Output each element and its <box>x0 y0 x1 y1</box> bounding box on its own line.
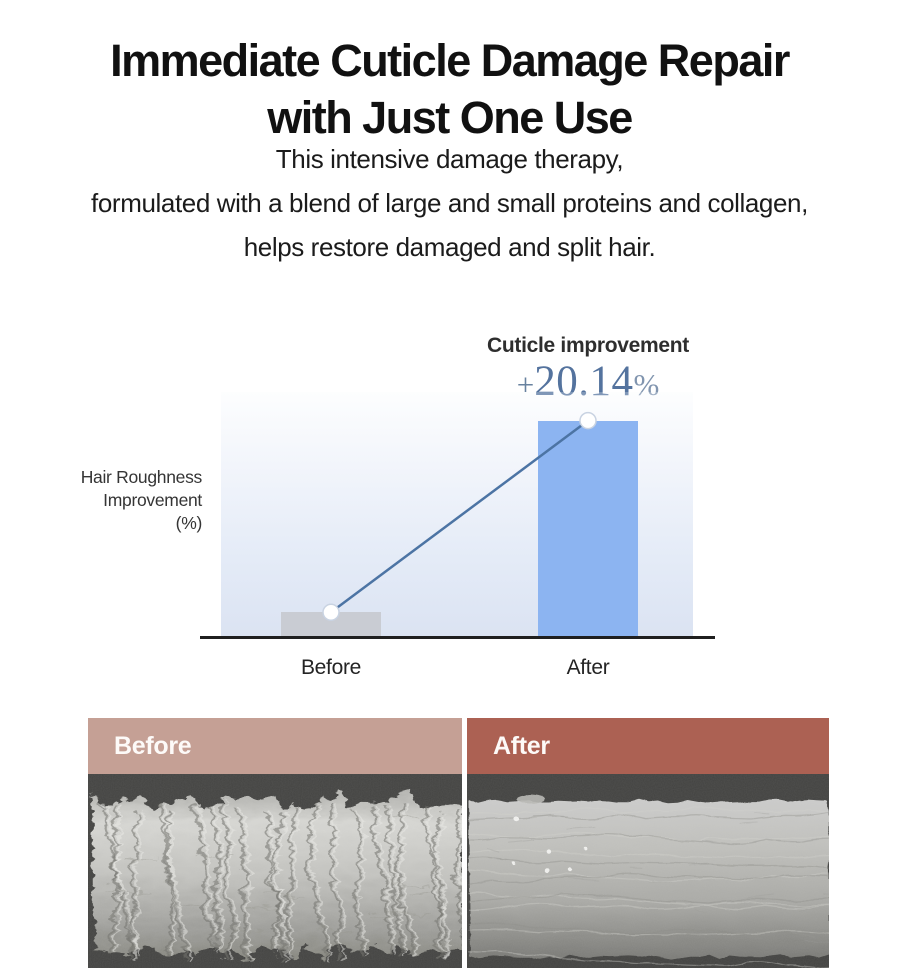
after-panel: After <box>467 718 829 968</box>
x-axis-line <box>200 636 715 639</box>
after-header-label: After <box>493 731 550 760</box>
chart-plot-area <box>221 392 693 637</box>
data-point-marker-after <box>579 411 597 430</box>
page-subtitle: This intensive damage therapy, formulated… <box>0 137 899 269</box>
chart-title: Cuticle improvement <box>486 334 689 357</box>
before-header: Before <box>88 718 462 774</box>
subtitle-line3: helps restore damaged and split hair. <box>243 232 656 262</box>
y-axis-label-line1: Hair Roughness <box>80 467 203 487</box>
subtitle-line2: formulated with a blend of large and sma… <box>91 188 808 218</box>
before-panel: Before <box>88 718 462 968</box>
y-axis-label-line2: Improvement <box>103 490 202 510</box>
bar-after <box>538 420 638 637</box>
trend-line <box>330 419 589 614</box>
page-title: Immediate Cuticle Damage Repair with Just… <box>0 32 899 146</box>
after-header: After <box>467 718 829 774</box>
y-axis-label-line3: (%) <box>175 513 203 533</box>
before-header-label: Before <box>114 731 192 760</box>
x-label-after: After <box>566 656 610 679</box>
hair-sem-after-image <box>467 774 829 968</box>
x-label-before: Before <box>300 656 362 679</box>
page-title-line1: Immediate Cuticle Damage Repair <box>110 35 790 87</box>
hair-sem-before-image <box>88 774 462 968</box>
y-axis-label: Hair Roughness Improvement (%) <box>30 466 203 535</box>
data-point-marker-before <box>322 603 340 622</box>
trend-line-overlay <box>322 411 597 622</box>
subtitle-line1: This intensive damage therapy, <box>275 144 624 174</box>
page-title-line2: with Just One Use <box>267 92 633 144</box>
